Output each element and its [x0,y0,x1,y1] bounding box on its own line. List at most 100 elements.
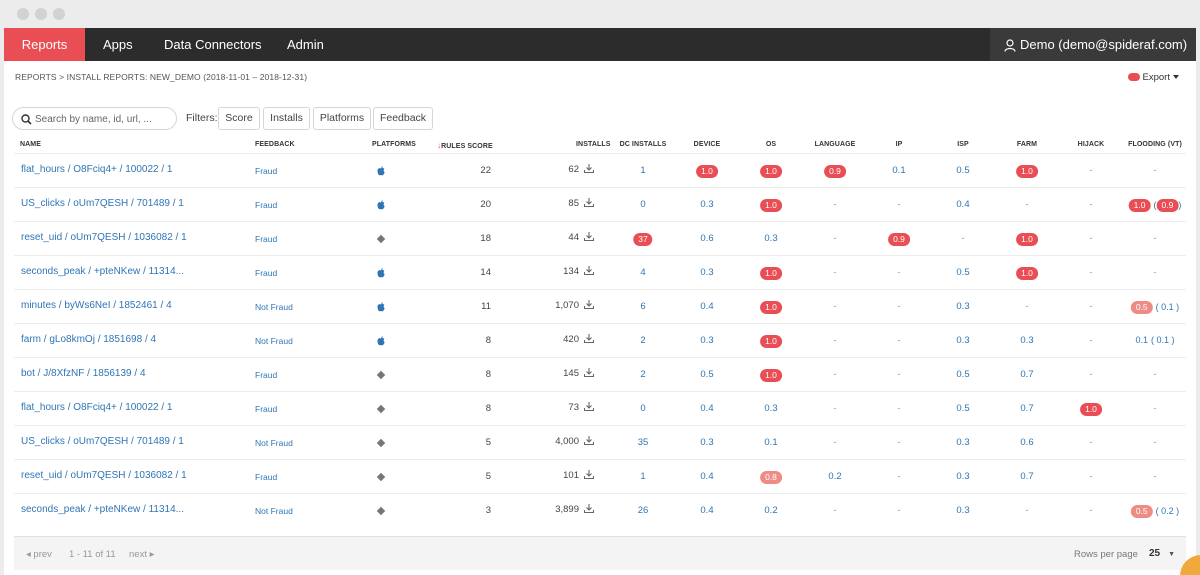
report-name-link[interactable]: bot / J/8XfzNF / 1856139 / 4 [21,368,146,379]
farm-value: - [1025,301,1028,312]
device-score: 0.3 [700,199,714,210]
nav-admin[interactable]: Admin [287,37,324,52]
next-button[interactable]: next ▸ [129,549,154,560]
download-icon[interactable] [579,300,595,311]
feedback-link[interactable]: Fraud [255,200,278,210]
flooding-score: ( 0.2 ) [1155,506,1180,516]
report-name-link[interactable]: reset_uid / oUm7QESH / 1036082 / 1 [21,232,187,243]
col-farm[interactable]: FARM [1016,141,1038,148]
col-name[interactable]: NAME [20,141,42,148]
farm-score: 0.7 [1020,403,1034,414]
table-row[interactable]: US_clicks / oUm7QESH / 701489 / 1 Fraud 20… [14,187,1186,221]
table-row[interactable]: reset_uid / oUm7QESH / 1036082 / 1 Fraud 1… [14,221,1186,255]
farm-score: 0.7 [1020,369,1034,380]
table-row[interactable]: flat_hours / O8Fciq4+ / 100022 / 1 Fraud 2… [14,153,1186,187]
table-row[interactable]: seconds_peak / +pteNKew / 11314... Fraud 1… [14,255,1186,289]
table-row[interactable]: US_clicks / oUm7QESH / 701489 / 1 Not Fra… [14,425,1186,459]
col-hijack[interactable]: HIJACK [1077,141,1105,148]
download-icon[interactable] [579,266,595,277]
nav-apps[interactable]: Apps [103,37,133,52]
flooding-score: 0.1 [1135,335,1148,345]
feedback-link[interactable]: Fraud [255,268,278,278]
android-icon [376,404,386,414]
report-name-link[interactable]: US_clicks / oUm7QESH / 701489 / 1 [21,198,184,209]
download-icon[interactable] [579,436,595,447]
feedback-link[interactable]: Fraud [255,234,278,244]
feedback-link[interactable]: Fraud [255,404,278,414]
flooding-score: ( 0.1 ) [1155,302,1180,312]
col-device[interactable]: DEVICE [693,141,721,148]
download-icon[interactable] [579,164,595,175]
feedback-link[interactable]: Not Fraud [255,506,293,516]
col-isp[interactable]: ISP [957,141,969,148]
table-row[interactable]: seconds_peak / +pteNKew / 11314... Not Fr… [14,493,1186,527]
report-name-link[interactable]: flat_hours / O8Fciq4+ / 100022 / 1 [21,402,173,413]
download-icon[interactable] [579,334,595,345]
feedback-link[interactable]: Not Fraud [255,336,293,346]
col-language[interactable]: LANGUAGE [814,141,856,148]
os-score: 0.3 [764,233,778,244]
download-icon[interactable] [579,232,595,243]
feedback-link[interactable]: Not Fraud [255,438,293,448]
filter-score-button[interactable]: Score [218,107,260,130]
isp-score: 0.5 [956,369,970,380]
feedback-link[interactable]: Fraud [255,472,278,482]
filter-platforms-button[interactable]: Platforms [313,107,371,130]
report-name-link[interactable]: reset_uid / oUm7QESH / 1036082 / 1 [21,470,187,481]
col-os[interactable]: OS [765,141,777,148]
nav-data-connectors[interactable]: Data Connectors [164,37,262,52]
dc-score: 35 [637,437,649,448]
feedback-link[interactable]: Fraud [255,370,278,380]
feedback-link[interactable]: Fraud [255,166,278,176]
col-feedback[interactable]: FEEDBACK [255,141,295,148]
installs-count: 101 [563,470,579,481]
col-installs[interactable]: INSTALLS [576,141,611,148]
window-minimize-dot[interactable] [35,8,47,20]
flooding-score: - [1153,165,1157,176]
col-platforms[interactable]: PLATFORMS [372,141,416,148]
filter-feedback-button[interactable]: Feedback [373,107,433,130]
installs-value: 62 [568,164,595,175]
table-row[interactable]: bot / J/8XfzNF / 1856139 / 4 Fraud 8 145 2 0.… [14,357,1186,391]
report-name-link[interactable]: US_clicks / oUm7QESH / 701489 / 1 [21,436,184,447]
col-rules-score[interactable]: ↓RULES SCORE [437,141,493,150]
download-icon[interactable] [579,198,595,209]
table-row[interactable]: minutes / byWs6NeI / 1852461 / 4 Not Frau… [14,289,1186,323]
download-icon[interactable] [579,402,595,413]
table-row[interactable]: flat_hours / O8Fciq4+ / 100022 / 1 Fraud 8… [14,391,1186,425]
window-maximize-dot[interactable] [53,8,65,20]
language-value: - [833,301,836,312]
window-close-dot[interactable] [17,8,29,20]
download-icon[interactable] [579,368,595,379]
feedback-link[interactable]: Not Fraud [255,302,293,312]
language-value: - [833,267,836,278]
table-row[interactable]: farm / gLo8kmOj / 1851698 / 4 Not Fraud 8 4… [14,323,1186,357]
rows-per-page-select[interactable]: 25 ▼ [1149,548,1175,559]
download-icon[interactable] [579,470,595,481]
report-name-link[interactable]: flat_hours / O8Fciq4+ / 100022 / 1 [21,164,173,175]
export-button[interactable]: Export [1127,72,1179,83]
report-name-link[interactable]: seconds_peak / +pteNKew / 11314... [21,504,184,515]
col-dc-installs[interactable]: DC INSTALLS [619,141,667,148]
installs-count: 145 [563,368,579,379]
user-menu[interactable]: Demo (demo@spideraf.com) [990,28,1196,61]
col-ip[interactable]: IP [895,141,903,148]
isp-score: 0.3 [956,437,970,448]
language-value: - [833,505,836,516]
ip-value: - [897,471,900,482]
rules-score: 11 [481,301,491,312]
nav-reports[interactable]: Reports [4,28,85,61]
download-icon[interactable] [579,504,595,515]
prev-button[interactable]: ◂ prev [26,549,52,560]
report-name-link[interactable]: farm / gLo8kmOj / 1851698 / 4 [21,334,157,345]
os-score: 0.1 [764,437,778,448]
search-box[interactable] [12,107,177,130]
search-input[interactable] [35,111,173,127]
report-name-link[interactable]: seconds_peak / +pteNKew / 11314... [21,266,184,277]
col-flooding[interactable]: FLOODING (VT) [1128,141,1182,148]
dc-score: 2 [640,335,646,346]
next-label: next [129,549,147,560]
report-name-link[interactable]: minutes / byWs6NeI / 1852461 / 4 [21,300,172,311]
table-row[interactable]: reset_uid / oUm7QESH / 1036082 / 1 Fraud 5… [14,459,1186,493]
filter-installs-button[interactable]: Installs [263,107,310,130]
